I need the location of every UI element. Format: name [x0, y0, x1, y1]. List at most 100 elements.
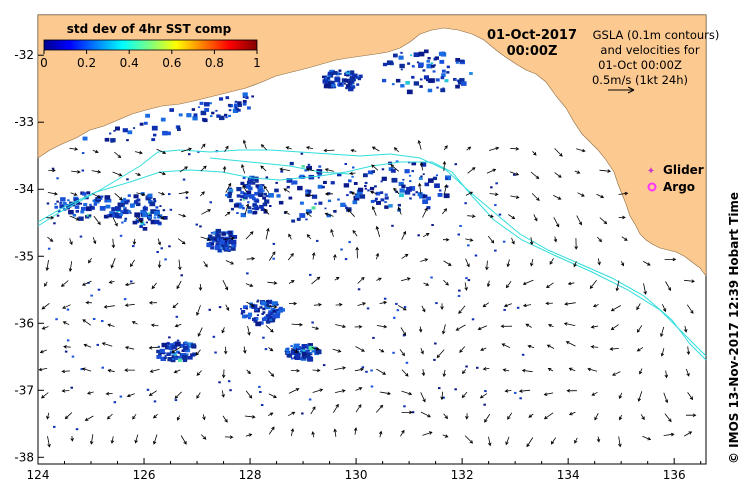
sst-pixel — [262, 189, 265, 192]
sst-pixel — [160, 247, 163, 250]
lat-tick-label: -33 — [14, 115, 34, 129]
velocity-arrow — [92, 193, 102, 199]
sst-pixel — [192, 352, 197, 356]
sst-pixel — [261, 317, 267, 322]
legend-item-argo: Argo — [647, 180, 695, 194]
sst-pixel — [140, 221, 145, 225]
sst-pixel — [333, 86, 337, 89]
sst-pixel — [431, 64, 435, 68]
sst-pixel — [433, 358, 436, 361]
velocity-arrow — [64, 412, 73, 420]
sst-pixel — [438, 387, 441, 390]
sst-pixel — [350, 80, 355, 84]
sst-pixel — [293, 356, 296, 359]
sst-pixel — [119, 234, 123, 237]
sst-pixel — [154, 211, 160, 216]
sst-pixel — [143, 121, 148, 125]
sst-pixel — [348, 241, 351, 244]
velocity-arrow — [664, 257, 677, 262]
velocity-arrow — [501, 343, 511, 349]
velocity-arrow — [69, 238, 73, 246]
sst-pixel — [142, 227, 148, 231]
sst-pixel — [422, 199, 429, 204]
velocity-arrow — [510, 195, 520, 199]
sst-pixel — [175, 341, 181, 347]
sst-pixel — [240, 181, 245, 185]
sst-pixel — [455, 61, 459, 64]
velocity-arrow — [288, 301, 298, 306]
velocity-arrow — [662, 304, 667, 313]
sst-pixel — [247, 313, 252, 317]
sst-pixel — [129, 211, 132, 214]
velocity-arrow — [202, 414, 206, 421]
sst-pixel — [305, 189, 309, 193]
velocity-arrow — [354, 367, 365, 372]
sst-pixel — [127, 194, 131, 197]
sst-pixel — [266, 303, 270, 307]
sst-pixel — [181, 349, 185, 352]
velocity-arrow — [487, 214, 494, 218]
velocity-arrow — [305, 193, 314, 198]
sst-pixel — [227, 194, 232, 199]
sst-pixel — [307, 344, 310, 346]
sst-pixel — [295, 352, 301, 357]
sst-pixel — [177, 358, 183, 362]
velocity-arrow — [637, 391, 643, 402]
sst-pixel — [331, 83, 336, 88]
sst-pixel — [153, 216, 157, 219]
sst-pixel — [274, 188, 279, 193]
velocity-arrow — [350, 149, 357, 153]
sst-pixel — [55, 318, 58, 321]
sst-pixel — [413, 52, 420, 57]
velocity-arrow — [245, 231, 254, 240]
velocity-arrow — [149, 368, 160, 373]
velocity-arrow — [88, 257, 92, 264]
velocity-arrow — [305, 211, 312, 218]
sst-pixel — [232, 235, 238, 239]
sst-pixel — [46, 202, 50, 205]
sst-pixel — [307, 165, 312, 170]
velocity-arrow — [285, 146, 292, 150]
sst-pixel — [434, 56, 439, 60]
sst-pixel — [455, 58, 461, 62]
sst-pixel — [460, 81, 467, 86]
sst-pixel — [409, 186, 416, 191]
info-line-4: 0.5m/s (1kt 24h) — [592, 73, 688, 87]
velocity-arrow — [458, 305, 466, 315]
sst-pixel — [257, 192, 264, 197]
velocity-arrow — [61, 369, 70, 374]
sst-pixel — [308, 345, 314, 351]
velocity-arrow — [599, 169, 612, 173]
velocity-arrow — [264, 208, 270, 215]
sst-pixel — [419, 85, 423, 88]
sst-pixel — [426, 63, 433, 69]
sst-pixel — [393, 316, 396, 319]
velocity-arrow — [636, 347, 644, 352]
velocity-arrow — [124, 368, 135, 372]
sst-pixel — [295, 355, 300, 359]
velocity-arrow — [378, 348, 385, 353]
sst-pixel — [514, 391, 517, 394]
sst-pixel — [265, 176, 269, 179]
sst-pixel — [212, 237, 216, 241]
velocity-arrow — [546, 344, 555, 349]
sst-pixel — [406, 89, 413, 95]
velocity-arrow — [587, 367, 598, 372]
sst-pixel — [186, 353, 189, 356]
sst-pixel — [217, 249, 221, 252]
velocity-arrow — [590, 325, 599, 329]
velocity-arrow — [288, 388, 300, 394]
sst-pixel — [168, 245, 171, 248]
sst-pixel — [145, 221, 148, 224]
sst-pixel — [80, 368, 83, 371]
sst-pixel — [264, 199, 270, 204]
sst-pixel — [93, 203, 98, 206]
velocity-arrow — [609, 347, 619, 351]
velocity-arrow — [92, 149, 99, 154]
sst-pixel — [90, 294, 93, 297]
sst-pixel — [160, 117, 166, 122]
sst-pixel — [317, 176, 320, 179]
velocity-arrow — [124, 346, 135, 350]
sst-pixel — [89, 203, 92, 206]
sst-pixel — [236, 194, 241, 198]
